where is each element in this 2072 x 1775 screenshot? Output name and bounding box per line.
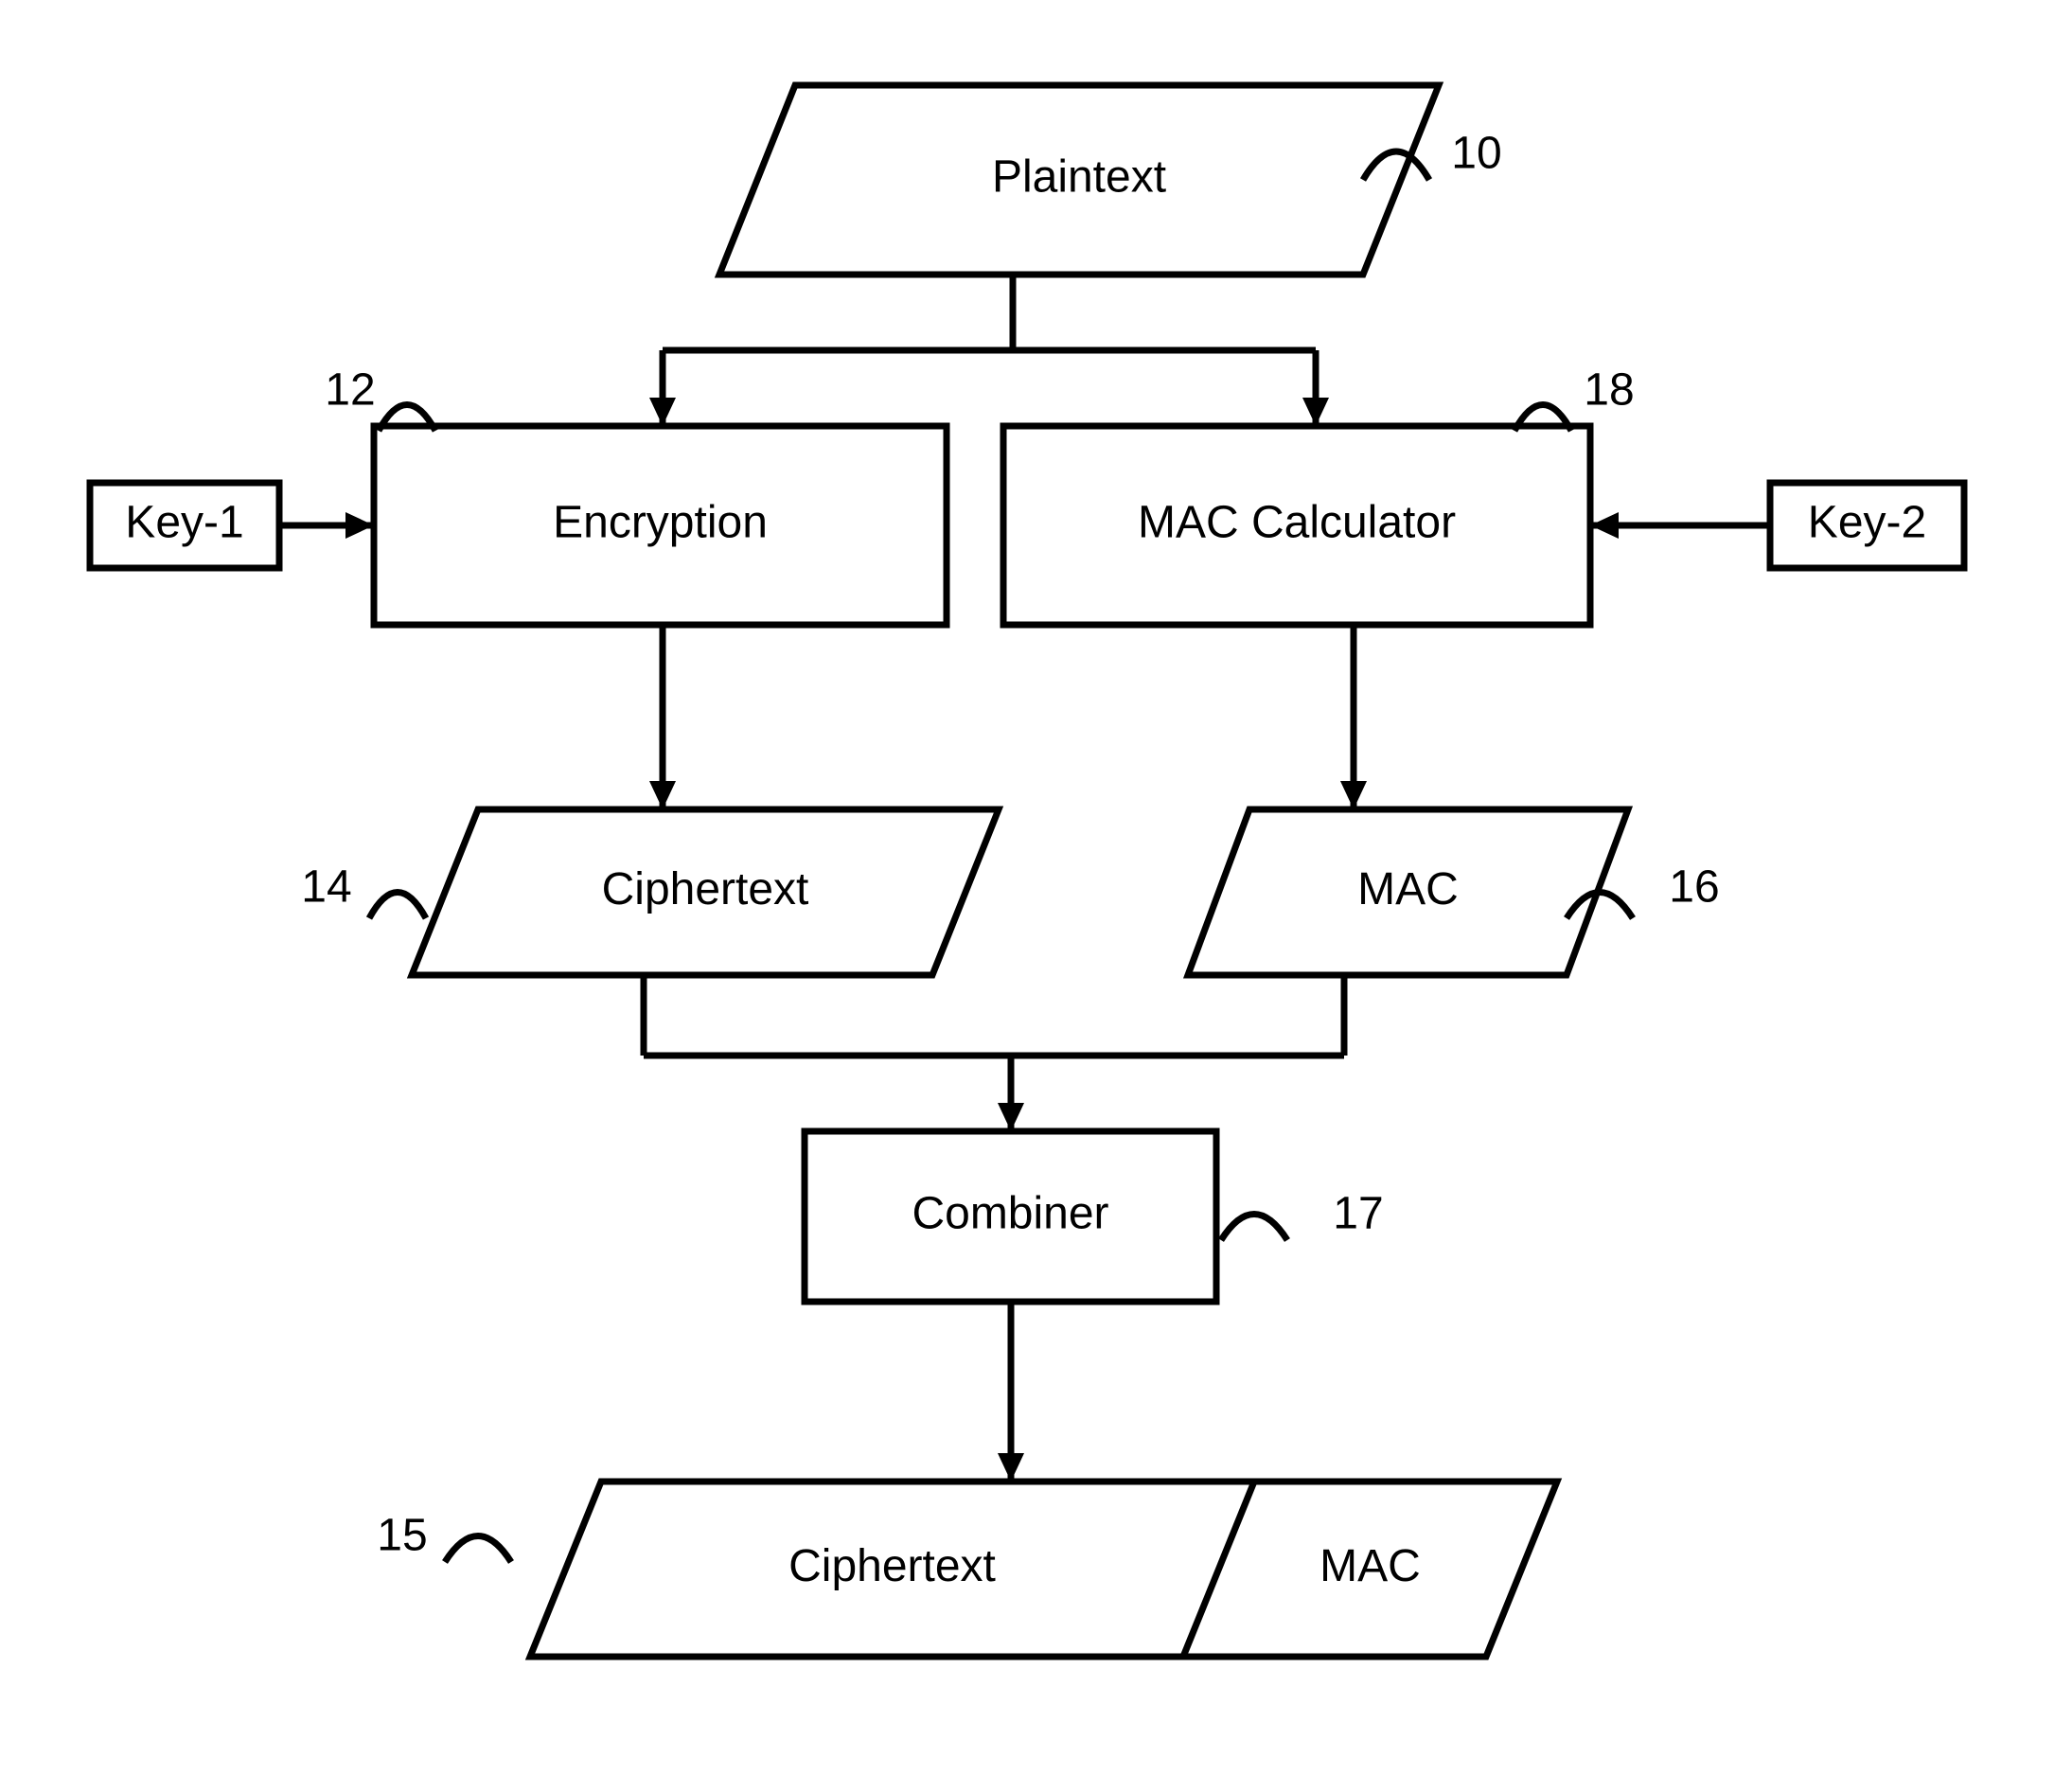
label-output-left: Ciphertext [788,1541,996,1591]
ref-ciphertext: 14 [301,862,351,913]
ref-mac_calc: 18 [1584,365,1634,416]
node-encryption: Encryption [374,426,947,625]
ref-plaintext: 10 [1451,129,1501,179]
node-mac_calc: MAC Calculator [1003,426,1590,625]
flowchart-canvas: Plaintext Encryption MAC Calculator Key-1 Ke… [0,0,2072,1775]
label-encryption: Encryption [553,498,768,548]
node-plaintext: Plaintext [719,85,1439,275]
node-mac: MAC [1188,809,1628,975]
label-key1: Key-1 [125,498,243,548]
ref-mac: 16 [1669,862,1719,913]
ref-output: 15 [377,1511,427,1561]
node-key2: Key-2 [1770,483,1964,568]
label-plaintext: Plaintext [992,152,1166,203]
node-combiner: Combiner [805,1131,1216,1302]
label-key2: Key-2 [1808,498,1926,548]
label-mac: MAC [1357,864,1459,914]
ref-combiner: 17 [1333,1189,1383,1239]
label-combiner: Combiner [912,1189,1108,1239]
ref-tilde-ciphertext [369,893,426,919]
ref-tilde-output [445,1536,511,1563]
label-output-right: MAC [1319,1541,1421,1591]
node-output: Ciphertext MAC [530,1482,1557,1657]
node-key1: Key-1 [90,483,279,568]
ref-tilde-combiner [1221,1215,1287,1241]
ref-encryption: 12 [325,365,375,416]
node-ciphertext: Ciphertext [412,809,999,975]
label-mac_calc: MAC Calculator [1138,498,1456,548]
label-ciphertext: Ciphertext [602,864,809,914]
